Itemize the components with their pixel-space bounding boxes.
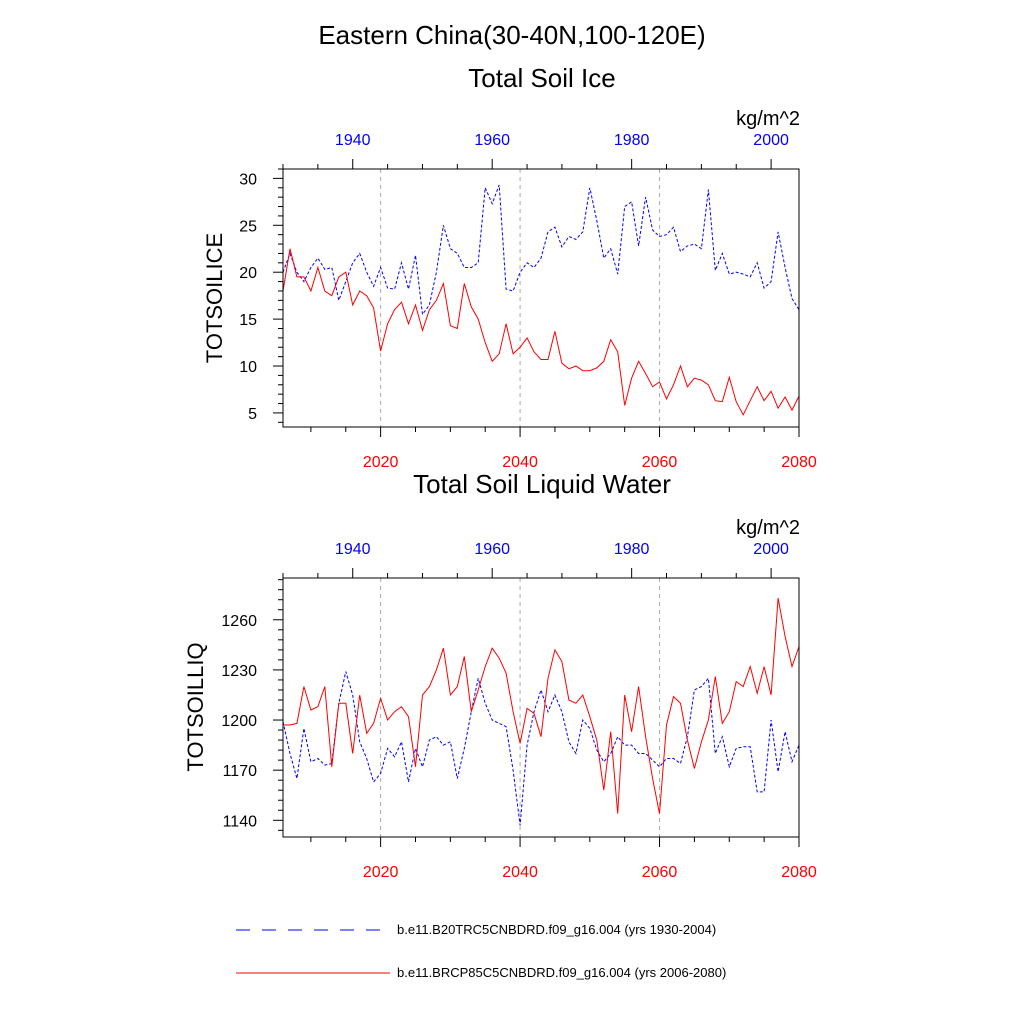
- units-label: kg/m^2: [736, 108, 800, 130]
- y-axis-label: TOTSOILLIQ: [183, 642, 208, 771]
- bottom-tick-label: 2040: [502, 454, 538, 471]
- tick-labels: 2020 2040 2060 2080 1940 1960 1980 2000 5 10 15 20 2…: [239, 132, 817, 471]
- bottom-tick-label: 2060: [642, 864, 678, 881]
- grid-lines: [380, 169, 661, 427]
- panel-total-soil-liquid-water: Total Soil Liquid Water kg/m^2 TOTSOILLI…: [183, 469, 817, 881]
- bottom-tick-label: 2080: [781, 864, 817, 881]
- series-line-historical: [282, 184, 800, 316]
- bottom-tick-label: 2080: [781, 454, 817, 471]
- left-tick-label: 15: [239, 312, 257, 329]
- left-tick-label: 10: [239, 359, 257, 376]
- tick-labels: 2020 2040 2060 2080 1940 1960 1980 2000 1140 1170…: [221, 541, 816, 881]
- top-tick-label: 1980: [614, 132, 650, 149]
- panel-title: Total Soil Ice: [468, 63, 615, 93]
- top-tick-label: 1940: [335, 132, 371, 149]
- main-title: Eastern China(30-40N,100-120E): [318, 20, 705, 50]
- y-axis-label: TOTSOILICE: [202, 233, 227, 363]
- left-tick-label: 30: [239, 171, 257, 188]
- bottom-tick-label: 2020: [363, 864, 399, 881]
- axis-ticks: [273, 159, 800, 437]
- series-line-historical: [282, 671, 800, 826]
- series-lines: [282, 598, 800, 826]
- bottom-tick-label: 2040: [502, 864, 538, 881]
- panel-title: Total Soil Liquid Water: [413, 469, 671, 499]
- left-tick-label: 1260: [221, 613, 257, 630]
- left-tick-label: 1230: [221, 663, 257, 680]
- plot-frame: [282, 577, 800, 838]
- top-tick-label: 2000: [753, 541, 789, 558]
- series-lines: [282, 184, 800, 416]
- left-tick-label: 25: [239, 218, 257, 235]
- top-tick-label: 1940: [335, 541, 371, 558]
- top-tick-label: 1960: [474, 132, 510, 149]
- left-tick-label: 1170: [223, 763, 258, 780]
- bottom-tick-label: 2060: [642, 454, 678, 471]
- left-tick-label: 20: [239, 265, 257, 282]
- top-tick-label: 1960: [474, 541, 510, 558]
- bottom-tick-label: 2020: [363, 454, 399, 471]
- axis-ticks: [273, 568, 800, 847]
- left-tick-label: 5: [248, 406, 257, 423]
- panel-total-soil-ice: Total Soil Ice kg/m^2 TOTSOILICE 2020 204…: [202, 63, 817, 471]
- top-tick-label: 1980: [614, 541, 650, 558]
- left-tick-label: 1140: [223, 813, 258, 830]
- legend: b.e11.B20TRC5CNBDRD.f09_g16.004 (yrs 193…: [236, 922, 726, 980]
- plot-frame: [282, 168, 800, 428]
- legend-label-historical: b.e11.B20TRC5CNBDRD.f09_g16.004 (yrs 193…: [397, 922, 716, 937]
- series-line-rcp85: [283, 598, 800, 814]
- legend-label-rcp85: b.e11.BRCP85C5CNBDRD.f09_g16.004 (yrs 20…: [397, 965, 726, 980]
- top-tick-label: 2000: [753, 132, 789, 149]
- units-label: kg/m^2: [736, 517, 800, 539]
- grid-lines: [380, 578, 661, 837]
- left-tick-label: 1200: [221, 713, 257, 730]
- series-line-rcp85: [282, 248, 800, 416]
